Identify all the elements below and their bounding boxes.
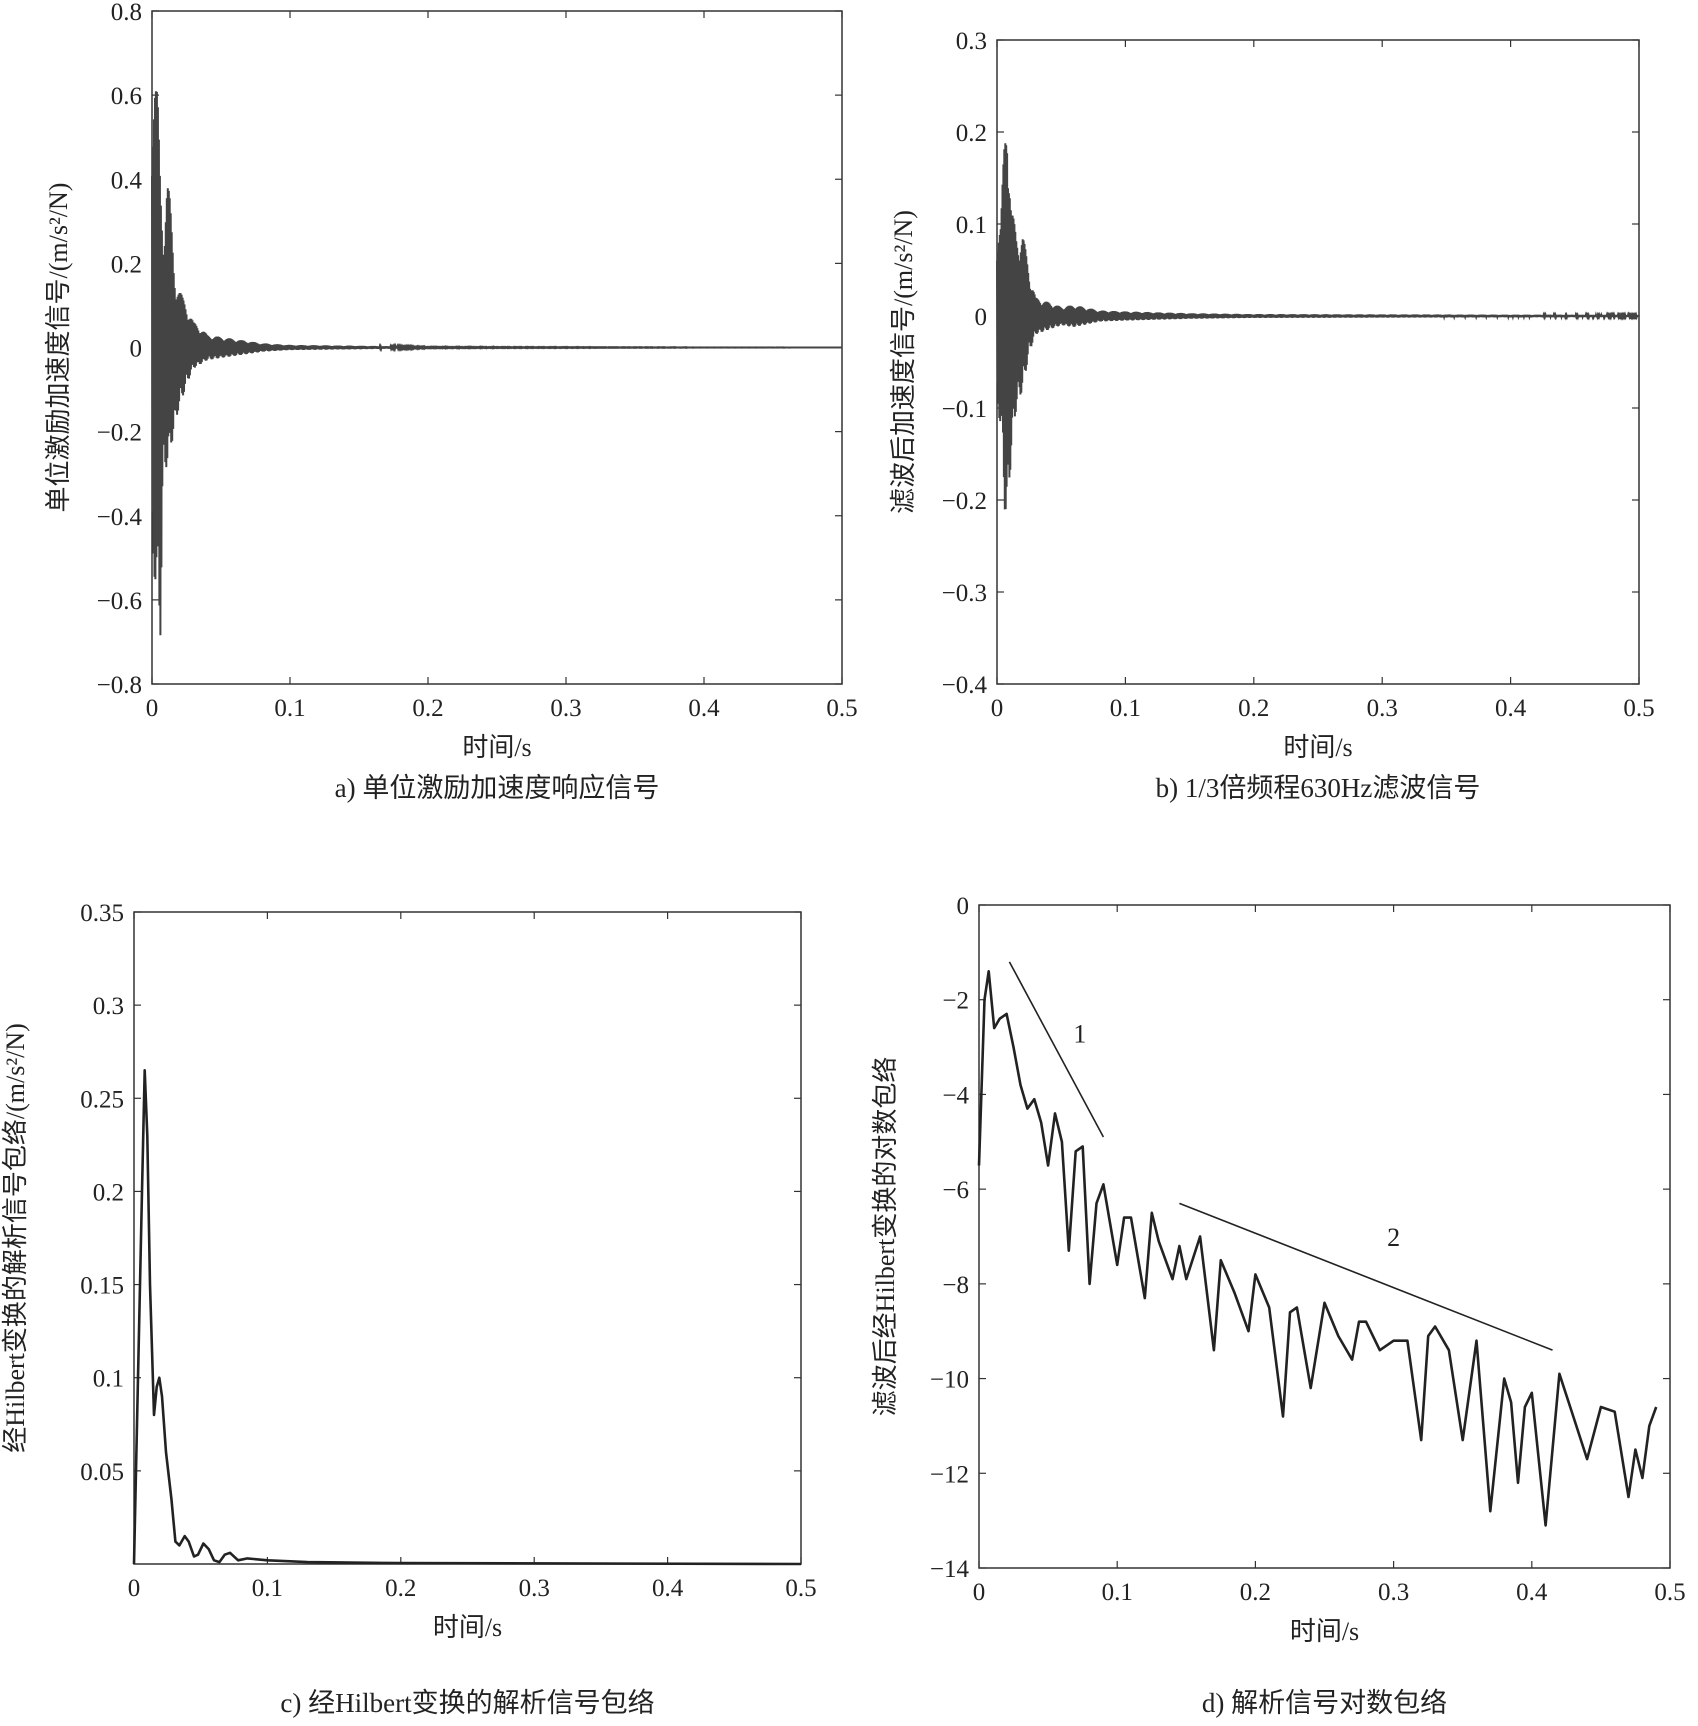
x-axis-label: 时间/s <box>433 1613 502 1642</box>
slope-label-1: 1 <box>1073 1019 1086 1048</box>
envelope-line <box>132 1069 802 1566</box>
y-tick-label: 0.3 <box>93 993 124 1020</box>
x-tick-label: 0.2 <box>1240 1579 1271 1606</box>
y-tick-label: −12 <box>930 1461 969 1488</box>
y-axis-label: 单位激励加速度信号/(m/s²/N) <box>44 183 73 513</box>
plot-frame <box>133 911 802 1565</box>
y-tick-label: 0.25 <box>80 1086 124 1113</box>
y-tick-label: 0.1 <box>956 212 987 239</box>
x-tick-label: 0 <box>973 1579 986 1606</box>
chart-panel-d: 0 0.1 0.2 0.3 0.4 0.5 −14 −12 −10 −8 −6 −4 −2 0 时间/s 滤波… <box>871 893 1686 1718</box>
chart-caption: b) 1/3倍频程630Hz滤波信号 <box>1156 773 1481 803</box>
x-axis-label: 时间/s <box>1290 1617 1359 1646</box>
chart-panel-c: 0 0.1 0.2 0.3 0.4 0.5 0.05 0.1 0.15 0.2 0.25 0.3 0.3… <box>1 900 817 1718</box>
y-tick-label: 0 <box>130 336 143 363</box>
x-tick-label: 0 <box>146 695 159 722</box>
x-tick-label: 0.3 <box>550 695 581 722</box>
x-tick-label: 0 <box>128 1575 141 1602</box>
x-tick-label: 0.3 <box>1367 695 1398 722</box>
x-tick-label: 0.2 <box>412 695 443 722</box>
y-tick-label: 0.15 <box>80 1273 124 1300</box>
x-tick-label: 0.3 <box>519 1575 550 1602</box>
envelope-line <box>977 970 1658 1527</box>
signal-line <box>151 91 842 636</box>
plot-frame <box>996 39 1640 685</box>
x-tick-label: 0.4 <box>1516 1579 1548 1606</box>
y-axis-label: 滤波后经Hilbert变换的对数包络 <box>871 1057 900 1417</box>
x-tick-label: 0.1 <box>252 1575 283 1602</box>
y-tick-label: 0.8 <box>111 0 142 26</box>
y-tick-label: −4 <box>942 1082 969 1109</box>
y-tick-label: 0.2 <box>111 251 142 278</box>
x-tick-label: 0.2 <box>1238 695 1269 722</box>
chart-panel-b: 0 0.1 0.2 0.3 0.4 0.5 −0.4 −0.3 −0.2 −0.1 0 0.1 0.2 0… <box>889 28 1655 803</box>
x-tick-label: 0.4 <box>652 1575 684 1602</box>
x-tick-label: 0.3 <box>1378 1579 1409 1606</box>
y-axis-label: 经Hilbert变换的解析信号包络/(m/s²/N) <box>1 1023 30 1453</box>
slope-label-2: 2 <box>1387 1223 1400 1252</box>
chart-caption: a) 单位激励加速度响应信号 <box>335 773 660 803</box>
y-tick-label: −0.4 <box>942 672 988 699</box>
x-tick-label: 0.5 <box>1623 695 1654 722</box>
y-tick-label: −10 <box>930 1367 969 1394</box>
y-tick-label: 0.4 <box>111 167 143 194</box>
y-tick-label: 0 <box>975 304 988 331</box>
x-tick-label: 0.4 <box>688 695 720 722</box>
chart-panel-a: 0 0.1 0.2 0.3 0.4 0.5 −0.8 −0.6 −0.4 −0.2 0 0.2 0.4 0… <box>44 0 858 803</box>
x-tick-label: 0.5 <box>785 1575 816 1602</box>
slope-line-1 <box>1008 961 1105 1138</box>
x-tick-label: 0.2 <box>385 1575 416 1602</box>
y-tick-label: 0.05 <box>80 1459 124 1486</box>
y-tick-label: −6 <box>942 1177 969 1204</box>
y-tick-label: 0 <box>957 893 970 920</box>
chart-caption: c) 经Hilbert变换的解析信号包络 <box>280 1688 654 1718</box>
y-tick-label: 0.2 <box>93 1179 124 1206</box>
y-tick-label: −0.2 <box>942 488 987 515</box>
chart-caption: d) 解析信号对数包络 <box>1202 1688 1447 1718</box>
y-tick-label: −0.3 <box>942 580 987 607</box>
y-tick-label: −14 <box>930 1556 970 1583</box>
plot-frame <box>978 904 1671 1569</box>
y-tick-label: 0.35 <box>80 900 124 927</box>
y-tick-label: −0.2 <box>97 420 142 447</box>
x-tick-label: 0.5 <box>1654 1579 1685 1606</box>
y-tick-label: −2 <box>942 988 969 1015</box>
slope-line-2 <box>1179 1202 1553 1351</box>
x-axis-label: 时间/s <box>1283 733 1352 762</box>
x-tick-label: 0.1 <box>1102 1579 1133 1606</box>
signal-line <box>996 143 1640 510</box>
y-tick-label: 0.1 <box>93 1366 124 1393</box>
x-tick-label: 0.5 <box>826 695 857 722</box>
x-tick-label: 0 <box>991 695 1004 722</box>
x-axis-label: 时间/s <box>462 733 531 762</box>
x-tick-label: 0.1 <box>274 695 305 722</box>
y-tick-label: −8 <box>942 1272 969 1299</box>
y-tick-label: −0.4 <box>97 504 143 531</box>
y-axis-label: 滤波后加速度信号/(m/s²/N) <box>889 210 918 514</box>
x-tick-label: 0.4 <box>1495 695 1527 722</box>
y-tick-label: 0.6 <box>111 83 142 110</box>
x-tick-label: 0.1 <box>1110 695 1141 722</box>
y-tick-label: 0.3 <box>956 28 987 55</box>
y-tick-label: −0.8 <box>97 672 142 699</box>
y-tick-label: −0.1 <box>942 396 987 423</box>
y-tick-label: 0.2 <box>956 120 987 147</box>
y-tick-label: −0.6 <box>97 588 142 615</box>
